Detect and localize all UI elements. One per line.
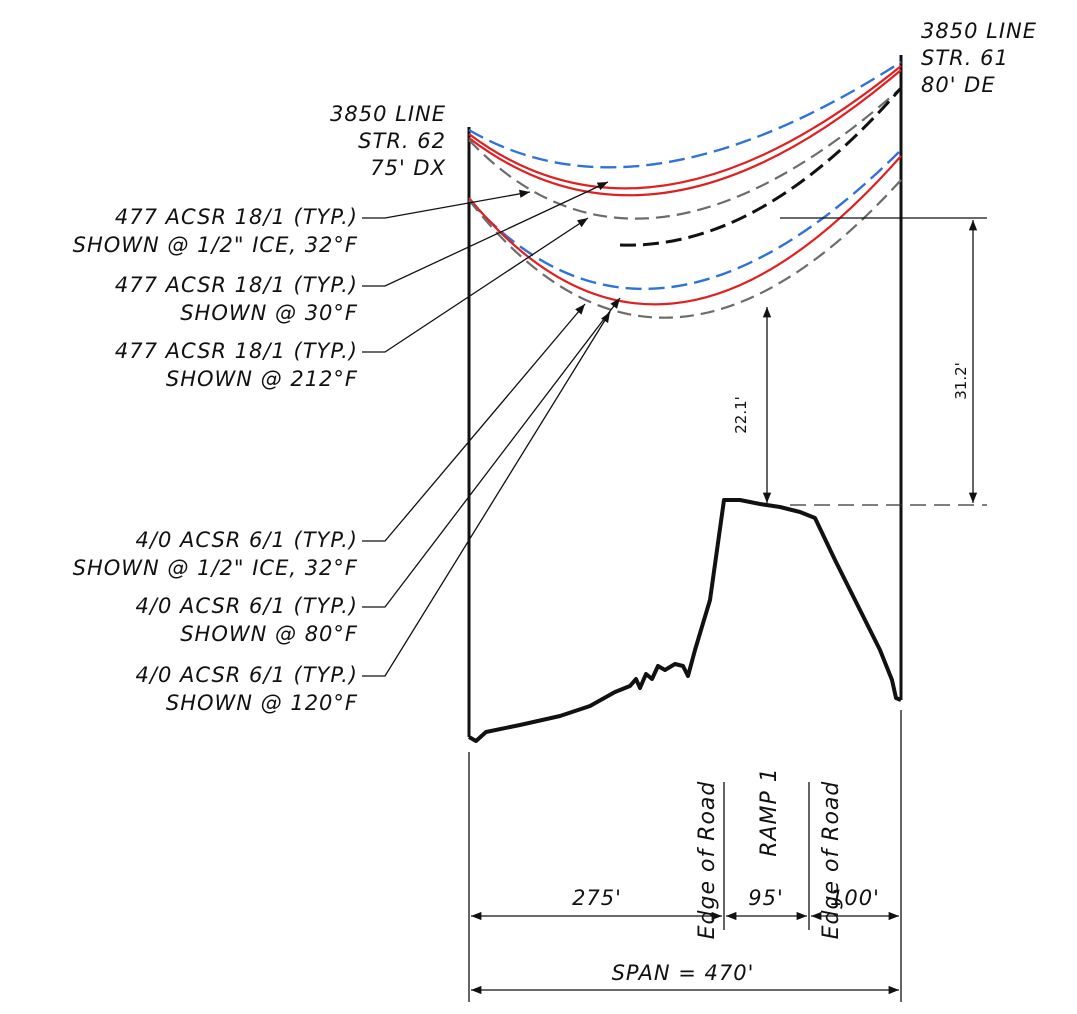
- callout-40-120f-line2: SHOWN @ 120°F: [166, 691, 358, 715]
- callout-477-212f-line1: 477 ACSR 18/1 (TYP.): [115, 339, 358, 363]
- leader-477-30f: [362, 181, 609, 287]
- seg1-value: 275': [572, 886, 622, 910]
- callout-40-ice-line1: 4/0 ACSR 6/1 (TYP.): [136, 528, 358, 552]
- leader-40-ice: [362, 303, 586, 542]
- callout-40-80f: 4/0 ACSR 6/1 (TYP.) SHOWN @ 80°F: [136, 297, 621, 646]
- str-62-number: STR. 62: [358, 129, 446, 153]
- leader-477-212f: [362, 217, 589, 353]
- str-62-line: 3850 LINE: [330, 102, 446, 126]
- curve-477-30f: [468, 60, 902, 169]
- ground-profile: [468, 498, 902, 743]
- curve-477-ice-heavy: [619, 87, 903, 247]
- leader-40-80f: [362, 297, 621, 608]
- curve-40-120f: [468, 155, 902, 306]
- height-dimension: 31.2': [780, 217, 987, 506]
- structure-label-str-62: 3850 LINE STR. 62 75' DX: [330, 102, 446, 180]
- callout-40-ice: 4/0 ACSR 6/1 (TYP.) SHOWN @ 1/2" ICE, 32…: [73, 303, 586, 580]
- curve-477-212f-a: [468, 65, 902, 190]
- clearance-value: 22.1': [732, 396, 750, 434]
- conductor-477-group: [468, 60, 903, 247]
- callout-477-ice-line1: 477 ACSR 18/1 (TYP.): [115, 205, 358, 229]
- seg2-value: 95': [748, 886, 784, 910]
- seg3-value: 100': [830, 886, 880, 910]
- clearance-dimension: 22.1': [732, 307, 772, 503]
- str-62-type: 75' DX: [370, 156, 446, 180]
- callout-40-80f-line2: SHOWN @ 80°F: [180, 622, 358, 646]
- height-value: 31.2': [952, 362, 970, 400]
- span-value: SPAN = 470': [612, 961, 755, 985]
- ramp-label: RAMP 1: [757, 767, 782, 857]
- segment-dimensions: 275' 95' 100': [471, 886, 899, 921]
- conductor-40-group: [468, 149, 902, 319]
- callout-477-30f-line2: SHOWN @ 30°F: [180, 301, 358, 325]
- str-61-number: STR. 61: [921, 46, 1009, 70]
- callout-477-30f: 477 ACSR 18/1 (TYP.) SHOWN @ 30°F: [115, 181, 609, 325]
- callout-40-120f-line1: 4/0 ACSR 6/1 (TYP.): [136, 663, 358, 687]
- leader-477-ice: [362, 189, 531, 219]
- structure-label-str-61: 3850 LINE STR. 61 80' DE: [921, 19, 1037, 97]
- leader-40-120f: [362, 311, 611, 677]
- str-61-line: 3850 LINE: [921, 19, 1037, 43]
- callout-477-30f-line1: 477 ACSR 18/1 (TYP.): [115, 273, 358, 297]
- curve-477-ice: [468, 87, 902, 220]
- callout-40-120f: 4/0 ACSR 6/1 (TYP.) SHOWN @ 120°F: [136, 311, 611, 715]
- callout-477-ice-line2: SHOWN @ 1/2" ICE, 32°F: [73, 233, 358, 257]
- curve-40-80f: [468, 149, 902, 291]
- curve-477-212f-b: [468, 69, 902, 197]
- callout-477-212f-line2: SHOWN @ 212°F: [166, 367, 358, 391]
- callout-477-ice: 477 ACSR 18/1 (TYP.) SHOWN @ 1/2" ICE, 3…: [73, 189, 531, 257]
- callout-40-ice-line2: SHOWN @ 1/2" ICE, 32°F: [73, 556, 358, 580]
- curve-40-ice: [468, 179, 902, 319]
- callout-477-212f: 477 ACSR 18/1 (TYP.) SHOWN @ 212°F: [115, 217, 589, 391]
- callout-40-80f-line1: 4/0 ACSR 6/1 (TYP.): [136, 594, 358, 618]
- span-dimension: SPAN = 470': [471, 961, 899, 995]
- str-61-type: 80' DE: [921, 73, 996, 97]
